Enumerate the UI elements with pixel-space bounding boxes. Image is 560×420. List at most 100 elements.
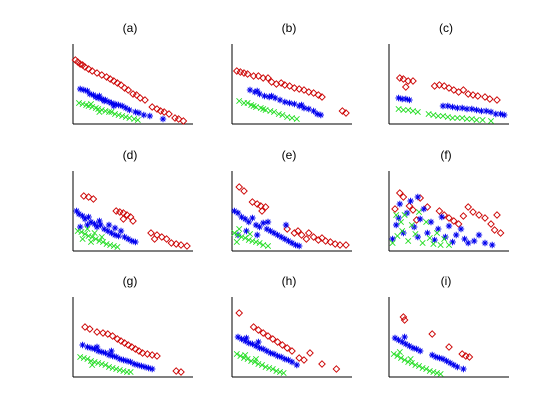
data-point-cross — [396, 106, 401, 111]
data-point-cross — [480, 117, 485, 122]
data-point-star — [406, 97, 412, 103]
data-point-star — [108, 348, 114, 354]
data-point-star — [445, 103, 451, 109]
data-point-cross — [289, 115, 294, 120]
panel-a: (a) — [72, 21, 193, 124]
panel-title: (c) — [439, 21, 453, 35]
data-point-cross — [236, 98, 241, 103]
data-point-cross — [455, 115, 460, 120]
data-point-cross — [268, 108, 273, 113]
panel-title: (h) — [282, 274, 297, 288]
panel-e: (e) — [231, 148, 352, 251]
data-point-cross — [431, 369, 436, 374]
data-point-diamond — [497, 230, 503, 236]
panel-c: (c) — [389, 21, 509, 124]
panel-h: (h) — [232, 274, 352, 377]
data-point-star — [407, 198, 413, 204]
data-point-star — [283, 222, 289, 228]
data-point-diamond — [94, 329, 100, 335]
data-point-diamond — [184, 243, 190, 249]
data-point-diamond — [476, 212, 482, 218]
data-point-cross — [127, 115, 132, 120]
data-point-diamond — [401, 317, 407, 323]
data-point-cross — [450, 115, 455, 120]
data-point-star — [289, 359, 295, 365]
data-point-cross — [110, 365, 115, 370]
data-point-star — [473, 107, 479, 113]
data-point-cross — [415, 109, 420, 114]
data-point-cross — [410, 108, 415, 113]
panel-g: (g) — [73, 274, 193, 377]
data-point-star — [417, 348, 423, 354]
data-point-diamond — [403, 84, 409, 90]
data-point-star — [147, 113, 153, 119]
data-point-cross — [88, 239, 93, 244]
data-point-star — [249, 215, 255, 221]
data-point-diamond — [307, 350, 313, 356]
data-point-star — [132, 239, 138, 245]
data-point-cross — [474, 117, 479, 122]
data-point-cross — [266, 365, 271, 370]
data-point-cross — [431, 241, 436, 246]
data-point-star — [268, 93, 274, 99]
data-point-cross — [281, 370, 286, 375]
data-point-star — [501, 112, 507, 118]
data-point-star — [94, 344, 100, 350]
data-point-cross — [445, 114, 450, 119]
data-point-diamond — [148, 230, 154, 236]
data-point-diamond — [494, 212, 500, 218]
data-point-star — [459, 105, 465, 111]
data-point-cross — [435, 113, 440, 118]
data-point-cross — [117, 367, 122, 372]
data-point-cross — [99, 361, 104, 366]
data-point-diamond — [429, 331, 435, 337]
data-point-star — [439, 214, 445, 220]
data-point-cross — [280, 112, 285, 117]
panel-d: (d) — [73, 148, 193, 251]
data-point-star — [254, 88, 260, 94]
data-point-cross — [401, 107, 406, 112]
panel-f: (f) — [389, 148, 509, 251]
data-point-cross — [111, 243, 116, 248]
data-point-star — [442, 234, 448, 240]
panel-b: (b) — [232, 21, 352, 124]
data-point-star — [77, 224, 83, 230]
data-point-diamond — [488, 221, 494, 227]
data-point-star — [415, 194, 421, 200]
data-point-star — [296, 243, 302, 249]
data-point-star — [483, 108, 489, 114]
data-point-cross — [440, 113, 445, 118]
data-point-cross — [135, 117, 140, 122]
data-point-diamond — [392, 206, 398, 212]
data-point-cross — [234, 239, 239, 244]
data-point-cross — [395, 233, 400, 238]
data-point-diamond — [400, 314, 406, 320]
data-point-star — [111, 103, 117, 109]
data-point-diamond — [491, 227, 497, 233]
data-point-cross — [434, 230, 439, 235]
data-point-cross — [103, 108, 108, 113]
data-point-cross — [426, 111, 431, 116]
data-point-cross — [253, 239, 258, 244]
panel-title: (d) — [123, 148, 138, 162]
data-point-diamond — [460, 213, 466, 219]
data-point-star — [260, 220, 266, 226]
data-point-cross — [128, 369, 133, 374]
data-point-diamond — [333, 366, 339, 372]
data-point-star — [101, 98, 107, 104]
data-point-cross — [405, 238, 410, 243]
data-point-cross — [408, 356, 413, 361]
data-point-star — [106, 222, 112, 228]
data-point-cross — [77, 354, 82, 359]
panel-title: (f) — [440, 148, 451, 162]
data-point-cross — [81, 355, 86, 360]
data-point-star — [421, 206, 427, 212]
data-point-cross — [459, 115, 464, 120]
data-point-star — [243, 335, 249, 341]
data-point-diamond — [130, 218, 136, 224]
data-point-cross — [416, 209, 421, 214]
data-point-cross — [113, 366, 118, 371]
data-point-cross — [107, 242, 112, 247]
data-point-cross — [236, 226, 241, 231]
